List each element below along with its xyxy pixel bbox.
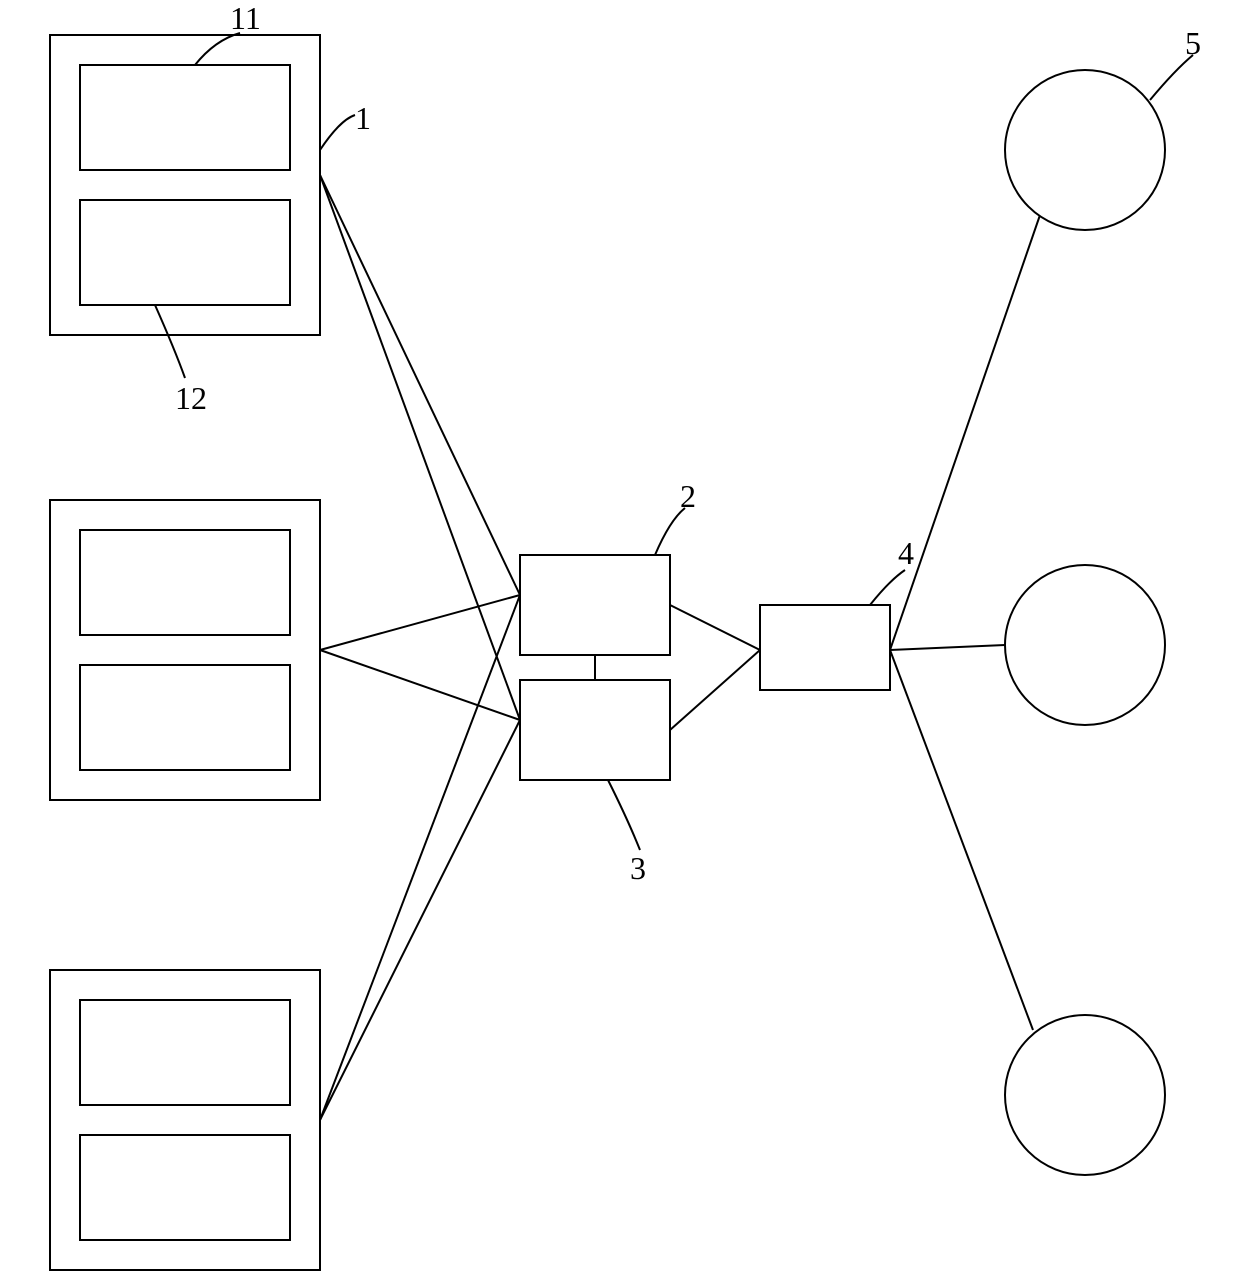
- node-circle2: [1005, 565, 1165, 725]
- diagram-canvas: [0, 0, 1240, 1284]
- edge: [890, 645, 1005, 650]
- node-center_top: [520, 555, 670, 655]
- edge: [890, 215, 1040, 650]
- label-1: 1: [355, 100, 371, 137]
- node-box31: [80, 1000, 290, 1105]
- node-box21: [80, 530, 290, 635]
- edge: [320, 175, 520, 595]
- label-4: 4: [898, 535, 914, 572]
- edge: [320, 595, 520, 650]
- leader-2: [655, 508, 685, 555]
- edge: [320, 175, 520, 720]
- leader-1: [320, 115, 355, 150]
- node-box12: [80, 200, 290, 305]
- node-circle3: [1005, 1015, 1165, 1175]
- leader-4: [870, 570, 905, 605]
- label-2: 2: [680, 478, 696, 515]
- node-right_box: [760, 605, 890, 690]
- edge: [320, 595, 520, 1120]
- edge: [320, 720, 520, 1120]
- node-box11: [80, 65, 290, 170]
- nodes: [50, 35, 1165, 1270]
- node-box32: [80, 1135, 290, 1240]
- label-3: 3: [630, 850, 646, 887]
- node-center_bot: [520, 680, 670, 780]
- edge: [320, 650, 520, 720]
- edge: [670, 650, 760, 730]
- leader-3: [608, 780, 640, 850]
- edge: [670, 605, 760, 650]
- label-12: 12: [175, 380, 207, 417]
- label-11: 11: [230, 0, 261, 37]
- node-box22: [80, 665, 290, 770]
- label-5: 5: [1185, 25, 1201, 62]
- edge: [890, 650, 1033, 1030]
- node-circle1: [1005, 70, 1165, 230]
